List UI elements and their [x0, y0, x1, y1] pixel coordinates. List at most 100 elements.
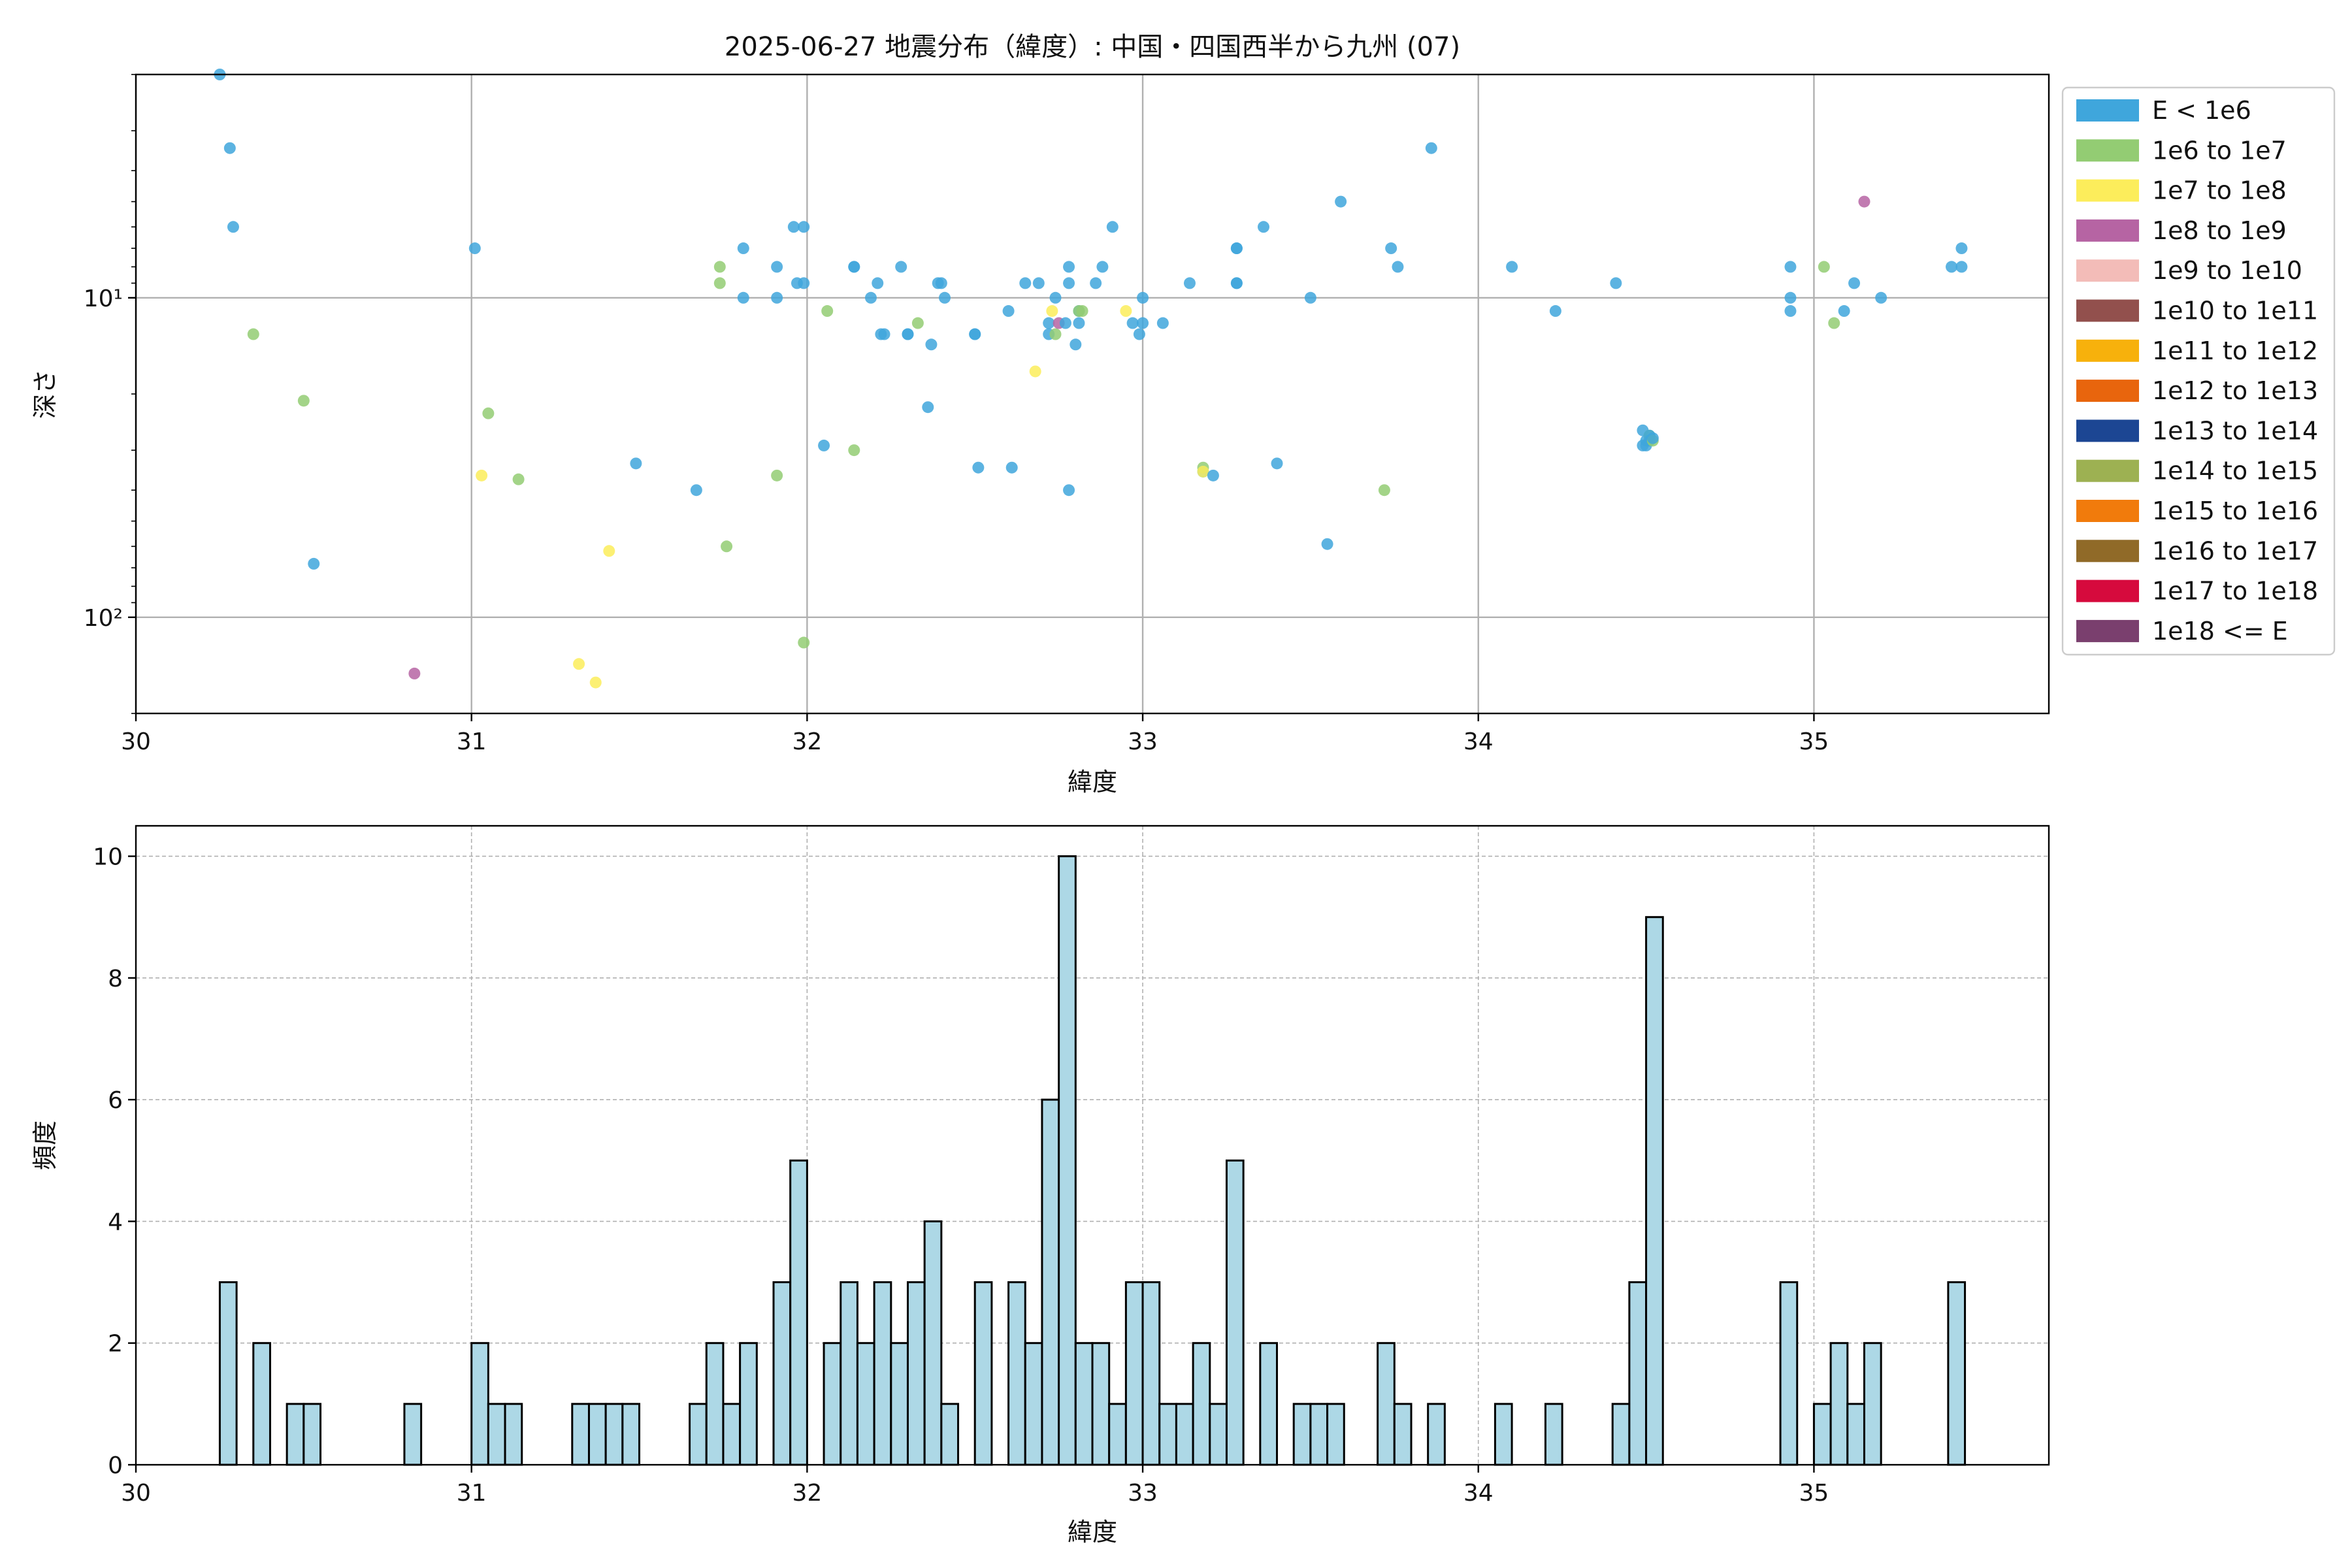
scatter-point — [1063, 277, 1075, 289]
scatter-point — [737, 291, 749, 304]
histogram-x-tick-label: 31 — [457, 1480, 487, 1507]
scatter-point — [1875, 291, 1887, 304]
histogram-bar — [1124, 1281, 1144, 1466]
scatter-point — [1549, 305, 1561, 318]
scatter-point — [1946, 261, 1958, 273]
scatter-point — [771, 469, 783, 482]
scatter-x-ticks: 30 31 32 33 34 35 — [121, 713, 1829, 755]
scatter-y-tick-label: 10¹ — [84, 286, 123, 312]
legend-swatch — [2076, 339, 2139, 362]
histogram-bar — [587, 1403, 607, 1466]
scatter-point — [297, 395, 310, 407]
histogram-bar — [1628, 1281, 1648, 1466]
scatter-point — [1230, 242, 1243, 255]
scatter-point — [1049, 328, 1062, 340]
histogram-bar — [705, 1342, 725, 1466]
scatter-point — [603, 545, 615, 557]
histogram-bar — [1863, 1342, 1882, 1466]
scatter-point — [1133, 328, 1145, 340]
scatter-point — [1230, 277, 1243, 289]
scatter-point — [1646, 432, 1659, 444]
scatter-point — [223, 142, 236, 154]
legend: E < 1e6 1e6 to 1e7 1e7 to 1e8 1e8 to 1e9 1e9… — [2061, 86, 2336, 656]
legend-label: 1e8 to 1e9 — [2152, 216, 2287, 245]
histogram-bar — [722, 1403, 742, 1466]
scatter-point — [1063, 484, 1075, 497]
scatter-point — [468, 242, 481, 255]
scatter-point — [713, 277, 726, 289]
histogram-bar — [823, 1342, 842, 1466]
histogram-bar — [571, 1403, 590, 1466]
scatter-gridlines — [135, 74, 2049, 713]
scatter-x-tick-label: 32 — [792, 728, 822, 755]
scatter-point — [1392, 261, 1404, 273]
scatter-x-tick-label: 33 — [1128, 728, 1158, 755]
scatter-point — [1137, 317, 1149, 329]
histogram-x-ticks: 30 31 32 33 34 35 — [121, 1465, 1829, 1507]
histogram-y-tick-label: 0 — [108, 1452, 123, 1479]
legend-label: 1e15 to 1e16 — [2152, 497, 2318, 525]
legend-swatch — [2076, 219, 2139, 242]
legend-label: 1e10 to 1e11 — [2152, 297, 2318, 325]
legend-swatch — [2076, 99, 2139, 122]
scatter-point — [589, 676, 602, 689]
scatter-point — [1425, 142, 1437, 154]
histogram-bar — [1326, 1403, 1345, 1466]
scatter-point — [1197, 465, 1209, 478]
scatter-point — [573, 658, 585, 670]
histogram-bar — [739, 1342, 758, 1466]
legend-swatch — [2076, 179, 2139, 202]
histogram-bar — [789, 1159, 808, 1466]
scatter-point — [1506, 261, 1518, 273]
legend-swatch — [2076, 419, 2139, 442]
histogram-x-axis-label: 緯度 — [1068, 1518, 1117, 1546]
scatter-x-tick-label: 30 — [121, 728, 151, 755]
scatter-point — [1106, 221, 1119, 233]
scatter-point — [787, 221, 800, 233]
scatter-point — [878, 328, 890, 340]
scatter-point — [1955, 261, 1968, 273]
legend-swatch — [2076, 380, 2139, 402]
scatter-point — [864, 291, 877, 304]
histogram-y-tick-label: 10 — [93, 844, 123, 871]
histogram-bar — [1393, 1403, 1413, 1466]
histogram-bar — [1427, 1403, 1446, 1466]
scatter-point — [1029, 365, 1041, 378]
scatter-point — [1385, 242, 1397, 255]
scatter-point — [872, 277, 884, 289]
scatter-point — [1304, 291, 1316, 304]
legend-swatch — [2076, 619, 2139, 642]
scatter-x-tick-label: 34 — [1463, 728, 1494, 755]
scatter-point — [1002, 305, 1015, 318]
histogram-bars — [218, 855, 1967, 1466]
histogram-bar — [1377, 1342, 1396, 1466]
histogram-bar — [403, 1403, 423, 1466]
scatter-points — [214, 69, 1968, 689]
scatter-x-axis-label: 緯度 — [1068, 768, 1117, 796]
scatter-point — [1059, 317, 1071, 329]
histogram-bar — [1074, 1342, 1094, 1466]
histogram-y-axis-label: 頻度 — [31, 1120, 59, 1170]
histogram-bar — [772, 1281, 792, 1466]
scatter-point — [1070, 338, 1082, 351]
histogram-bar — [1259, 1342, 1279, 1466]
legend-swatch — [2076, 459, 2139, 482]
scatter-point — [1032, 277, 1045, 289]
scatter-point — [227, 221, 239, 233]
scatter-point — [1043, 317, 1055, 329]
histogram-bar — [1779, 1281, 1799, 1466]
histogram-bar — [1024, 1342, 1043, 1466]
scatter-point — [1156, 317, 1169, 329]
histogram-bar — [689, 1403, 708, 1466]
histogram-bar — [504, 1403, 523, 1466]
scatter-point — [771, 261, 783, 273]
scatter-point — [308, 557, 320, 570]
histogram-bar — [487, 1403, 506, 1466]
legend-label: 1e17 to 1e18 — [2152, 577, 2318, 606]
scatter-point — [1120, 305, 1132, 318]
histogram-panel: 30 31 32 33 34 35 0 2 4 6 8 10 緯度 頻度 — [31, 825, 2050, 1546]
scatter-point — [737, 242, 749, 255]
scatter-point — [911, 317, 924, 329]
scatter-point — [1828, 317, 1840, 329]
scatter-point — [408, 667, 421, 679]
